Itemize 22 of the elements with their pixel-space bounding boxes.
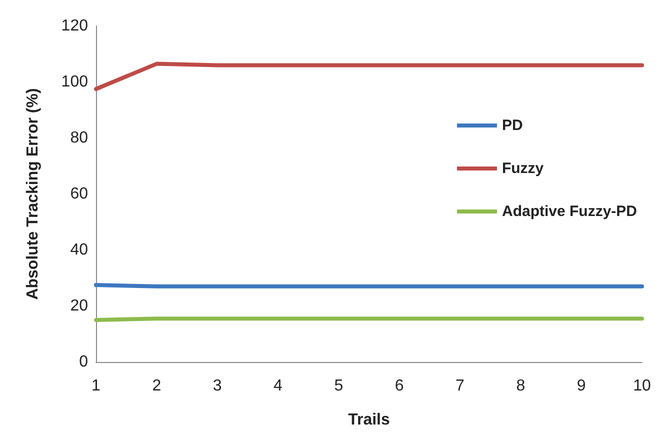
x-tick-label: 4 <box>274 378 283 394</box>
x-tick-label: 6 <box>394 378 404 394</box>
y-tick-label: 100 <box>61 74 88 90</box>
y-axis-title: Absolute Tracking Error (%) <box>24 88 42 300</box>
y-tick-label: 80 <box>70 130 88 146</box>
x-tick-label: 7 <box>456 378 465 394</box>
y-tick-label: 40 <box>70 242 88 258</box>
x-axis-title: Trails <box>348 412 390 428</box>
legend-label: Fuzzy <box>502 160 544 177</box>
y-tick-label: 60 <box>70 186 88 202</box>
legend-label: PD <box>502 117 523 134</box>
x-tick-label: 8 <box>516 378 526 394</box>
x-tick-label: 3 <box>212 378 222 394</box>
x-tick-label: 1 <box>92 378 101 394</box>
y-tick-label: 120 <box>61 18 88 34</box>
x-tick-label: 5 <box>334 378 344 394</box>
x-tick-label: 10 <box>633 378 651 394</box>
x-tick-label: 9 <box>576 378 586 394</box>
x-tick-label: 2 <box>152 378 162 394</box>
legend-label: Adaptive Fuzzy-PD <box>502 203 638 220</box>
y-tick-label: 20 <box>70 298 88 314</box>
y-tick-label: 0 <box>79 354 88 370</box>
